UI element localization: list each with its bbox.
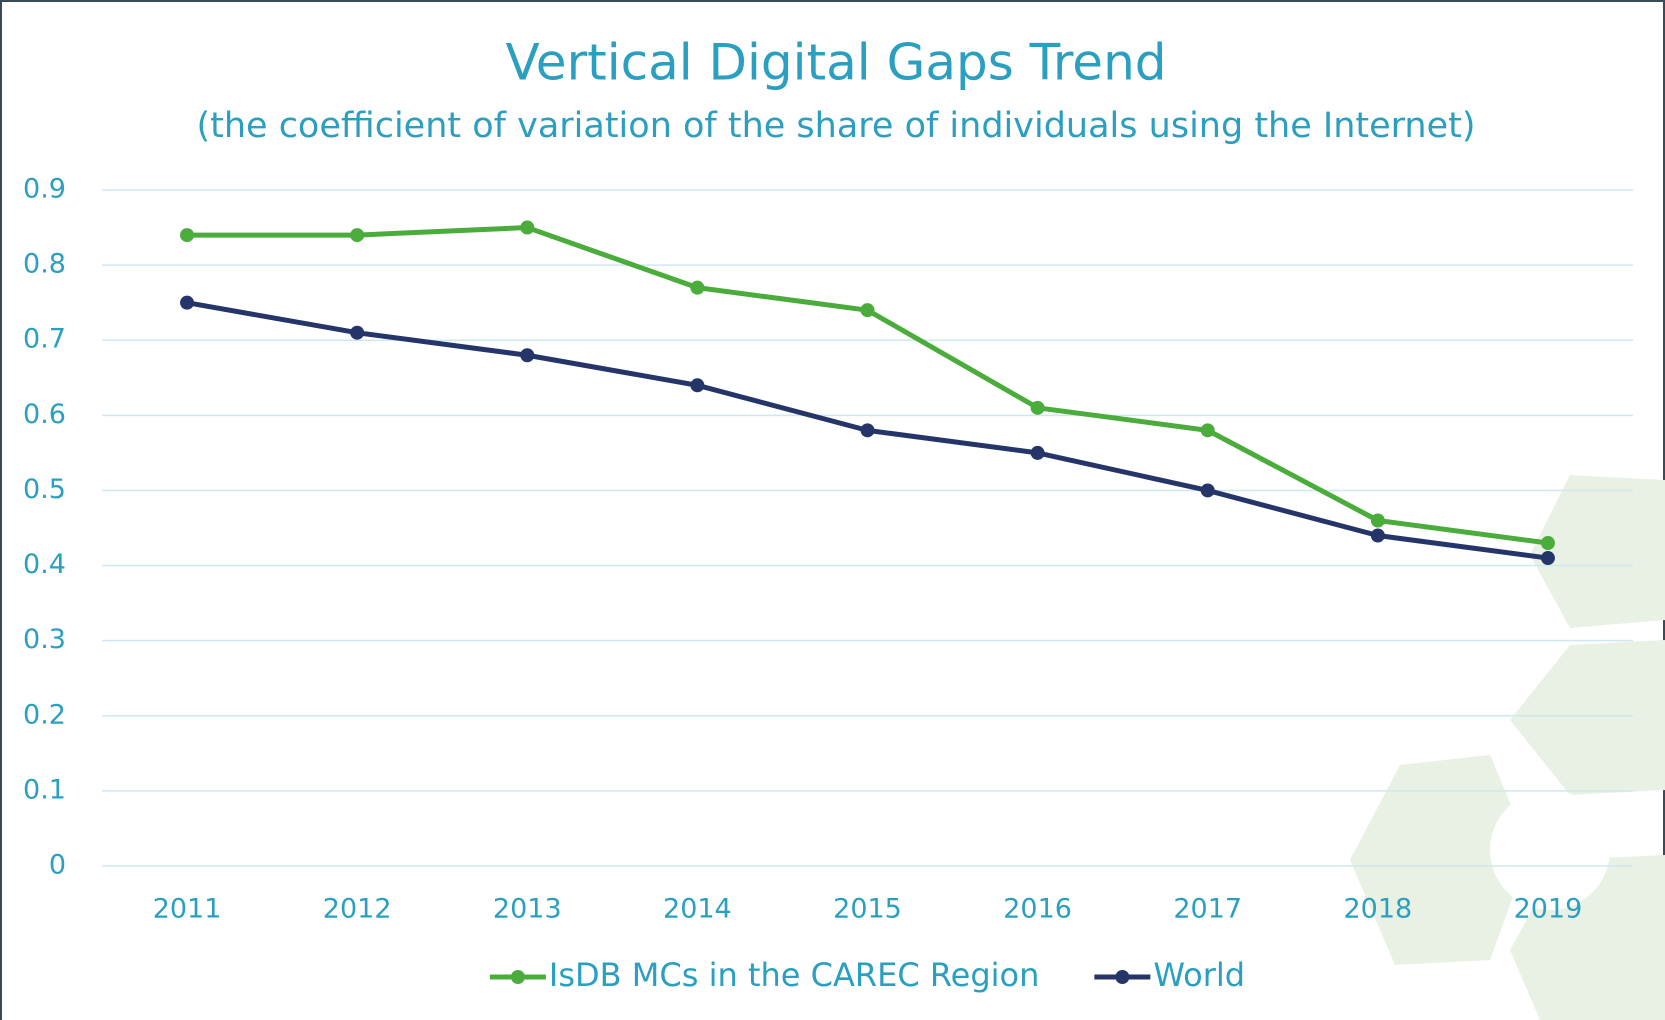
chart-subtitle: (the coefficient of variation of the sha…	[196, 106, 1475, 146]
data-point	[520, 221, 534, 235]
x-tick-label: 2014	[663, 894, 732, 925]
data-point	[861, 423, 875, 437]
y-tick-label: 0.4	[23, 549, 66, 580]
data-point	[1201, 483, 1215, 497]
page: {"chart_data": {"type": "line", "title":…	[0, 0, 1665, 1020]
data-point	[1201, 423, 1215, 437]
data-point	[1031, 401, 1045, 415]
data-point	[690, 378, 704, 392]
x-tick-label: 2011	[153, 894, 222, 925]
legend-label: World	[1153, 956, 1245, 994]
x-tick-label: 2016	[1003, 894, 1072, 925]
data-point	[1371, 529, 1385, 543]
legend-marker	[1115, 970, 1129, 984]
y-tick-label: 0.2	[23, 699, 66, 730]
data-point	[350, 228, 364, 242]
x-tick-label: 2012	[323, 894, 392, 925]
data-point	[690, 281, 704, 295]
y-tick-label: 0.8	[23, 249, 66, 280]
legend-marker	[511, 970, 525, 984]
y-tick-label: 0.7	[23, 324, 66, 355]
data-point	[1541, 551, 1555, 565]
x-tick-label: 2018	[1343, 894, 1412, 925]
data-point	[180, 228, 194, 242]
y-tick-label: 0.5	[23, 474, 66, 505]
x-tick-label: 2013	[493, 894, 562, 925]
decoration-circle	[1490, 790, 1610, 910]
y-tick-label: 0.9	[23, 174, 66, 205]
chart-title: Vertical Digital Gaps Trend	[505, 34, 1166, 92]
x-tick-label: 2019	[1514, 894, 1583, 925]
data-point	[861, 303, 875, 317]
y-tick-label: 0.1	[23, 774, 66, 805]
chart: Vertical Digital Gaps Trend (the coeffic…	[0, 0, 1665, 1020]
data-point	[1371, 513, 1385, 527]
data-point	[1031, 446, 1045, 460]
y-tick-label: 0.3	[23, 624, 66, 655]
data-point	[1541, 536, 1555, 550]
data-point	[350, 326, 364, 340]
x-tick-label: 2017	[1173, 894, 1242, 925]
data-point	[520, 348, 534, 362]
legend-label: IsDB MCs in the CAREC Region	[549, 956, 1039, 994]
x-tick-label: 2015	[833, 894, 902, 925]
y-tick-label: 0.6	[23, 399, 66, 430]
data-point	[180, 296, 194, 310]
y-tick-label: 0	[49, 850, 66, 881]
